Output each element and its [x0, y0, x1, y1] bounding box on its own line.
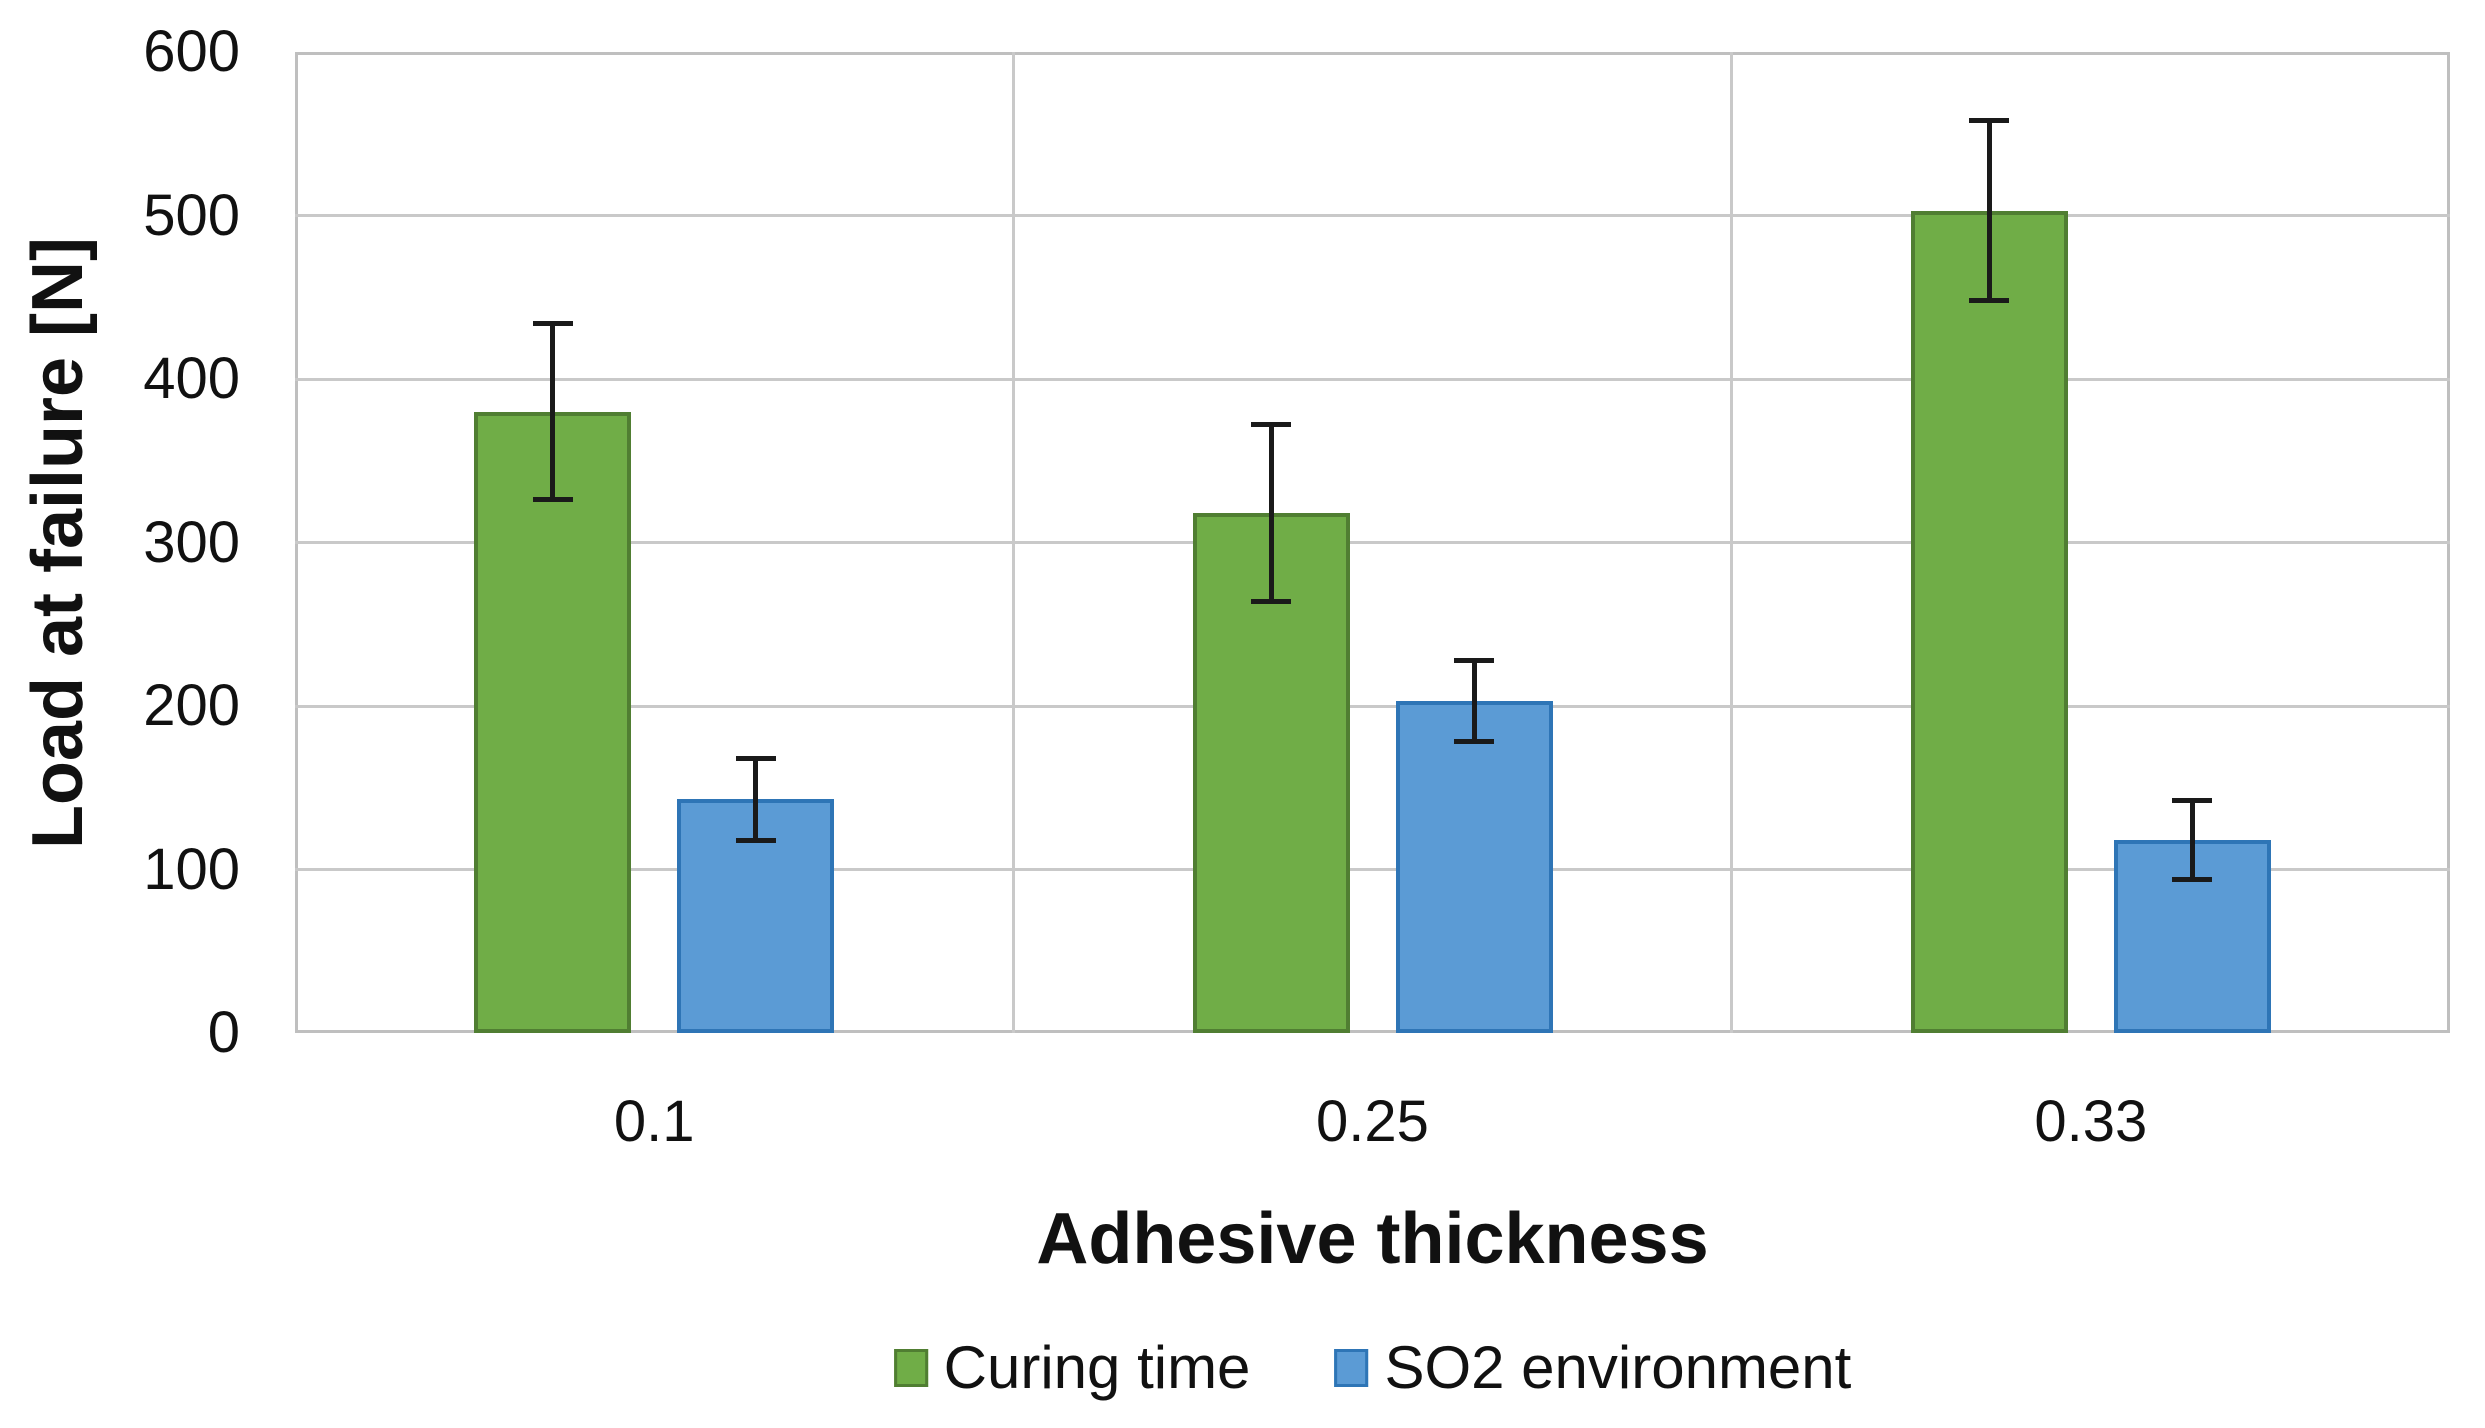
y-tick-label: 300 — [143, 509, 240, 575]
bar-curing-time — [1910, 210, 2068, 1033]
y-tick-label: 500 — [143, 182, 240, 248]
y-tick-label: 400 — [143, 346, 240, 411]
legend: Curing time SO2 environment — [893, 1334, 1851, 1401]
error-bar-cap-bottom — [1251, 598, 1291, 604]
bar-so2-environment — [2113, 840, 2271, 1033]
error-bar-cap-top — [1251, 422, 1291, 428]
error-bar-cap-top — [1969, 118, 2010, 124]
gridline-horizontal — [295, 541, 2450, 544]
error-bar-line — [2189, 800, 2195, 880]
x-tick-label: 0.25 — [1316, 1089, 1429, 1154]
y-tick-label: 600 — [143, 19, 240, 84]
error-bar-cap-bottom — [1969, 298, 2010, 304]
gridline-horizontal — [295, 377, 2450, 381]
bar-curing-time — [474, 411, 632, 1033]
gridline-vertical — [1730, 52, 1734, 1033]
error-bar-cap-top — [735, 755, 776, 761]
error-bar-cap-bottom — [735, 837, 776, 843]
gridline-horizontal — [295, 868, 2450, 871]
error-bar-cap-top — [1454, 657, 1494, 663]
error-bar-line — [550, 323, 556, 500]
error-bar-cap-bottom — [532, 497, 573, 503]
x-axis-title: Adhesive thickness — [1036, 1199, 1709, 1279]
gridline-horizontal — [295, 214, 2450, 217]
gridline-vertical — [1011, 52, 1015, 1033]
y-tick-label: 0 — [207, 1000, 240, 1065]
legend-item: Curing time — [893, 1334, 1251, 1401]
gridline-horizontal — [295, 704, 2450, 708]
legend-swatch-icon — [1334, 1349, 1369, 1387]
error-bar-line — [1471, 660, 1477, 742]
legend-item: SO2 environment — [1334, 1336, 1851, 1400]
error-bar-line — [1268, 424, 1274, 602]
legend-swatch-icon — [893, 1349, 928, 1387]
error-bar-cap-top — [2172, 798, 2213, 804]
error-bar-line — [1986, 120, 1992, 301]
x-tick-label: 0.1 — [613, 1089, 695, 1154]
error-bar-cap-bottom — [1454, 739, 1494, 745]
error-bar-cap-bottom — [2172, 876, 2213, 882]
y-tick-label: 100 — [143, 836, 240, 902]
error-bar-cap-top — [532, 320, 573, 326]
y-tick-label: 200 — [143, 673, 240, 738]
bar-so2-environment — [1395, 701, 1553, 1033]
error-bar-line — [753, 758, 759, 841]
legend-label: SO2 environment — [1384, 1334, 1852, 1401]
legend-label: Curing time — [943, 1334, 1251, 1401]
x-tick-label: 0.33 — [2034, 1089, 2148, 1154]
